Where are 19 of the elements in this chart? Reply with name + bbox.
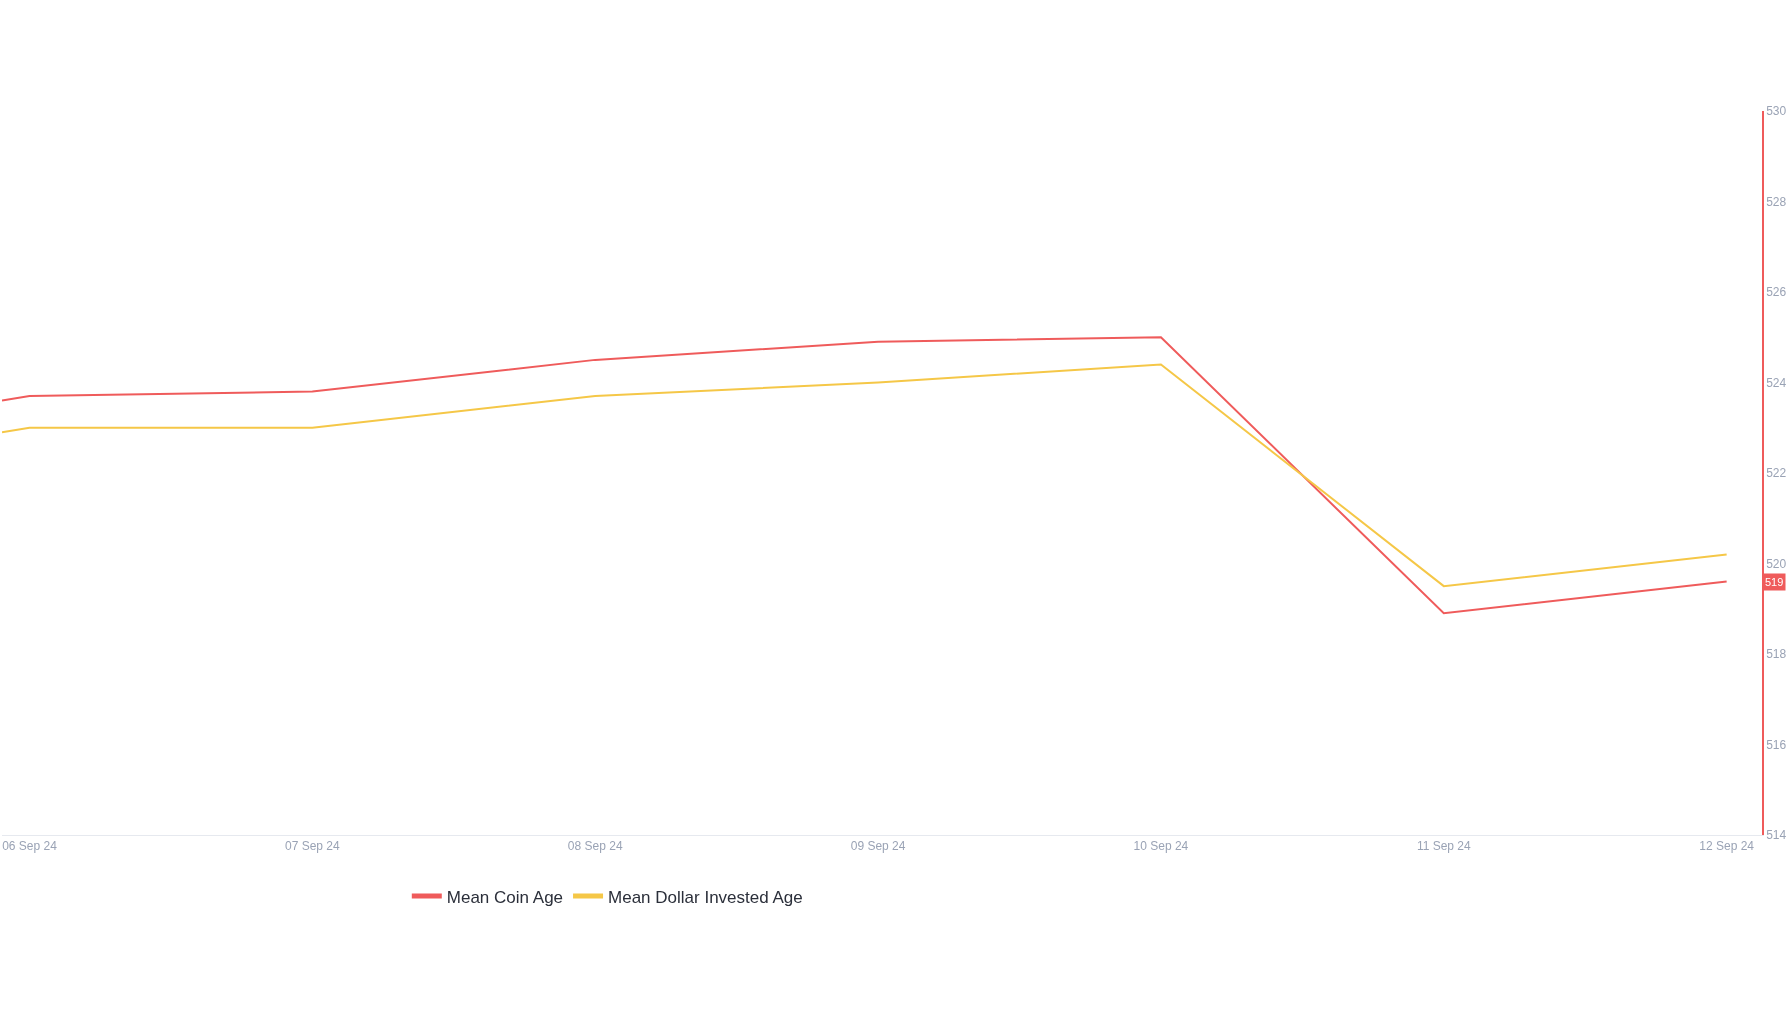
x-tick-label: 10 Sep 24 <box>1133 839 1189 854</box>
x-tick-label: 07 Sep 24 <box>285 839 341 854</box>
y-tick-label: 522 <box>1766 466 1787 481</box>
x-tick-label: 08 Sep 24 <box>567 839 623 854</box>
legend-label: Mean Dollar Invested Age <box>608 887 803 907</box>
y-tick-label: 516 <box>1766 737 1787 752</box>
text: 519 <box>1765 576 1784 588</box>
legend-label: Mean Coin Age <box>446 887 564 907</box>
x-tick-label: 12 Sep 24 <box>1699 839 1755 854</box>
y-tick-label: 524 <box>1766 375 1787 390</box>
y-tick-label: 520 <box>1766 556 1787 571</box>
y-tick-label: 528 <box>1766 194 1787 209</box>
y-tick-label: 514 <box>1766 828 1787 843</box>
y-tick-label: 530 <box>1766 104 1787 119</box>
y-tick-label: 518 <box>1766 647 1787 662</box>
y-tick-label: 526 <box>1766 285 1787 300</box>
x-tick-label: 09 Sep 24 <box>850 839 906 854</box>
x-tick-label: 11 Sep 24 <box>1416 839 1472 854</box>
x-tick-label: 06 Sep 24 <box>2 839 58 854</box>
